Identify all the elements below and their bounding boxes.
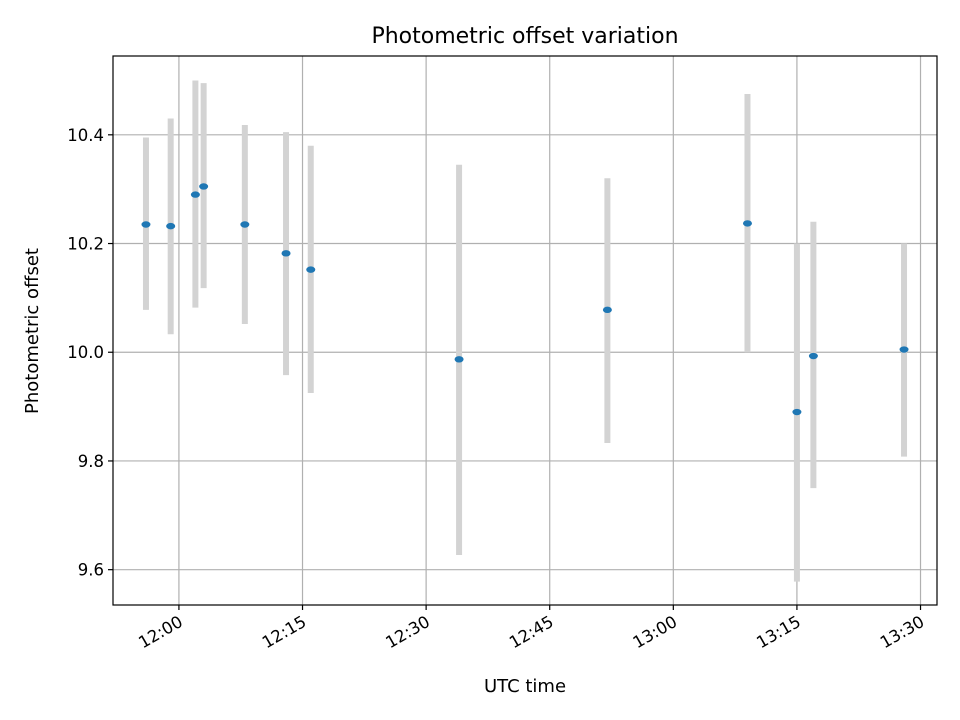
data-point [281,250,291,257]
y-axis-label: Photometric offset [22,248,43,414]
data-point [454,356,464,363]
data-point [190,191,200,198]
data-point [199,183,209,190]
x-axis-label: UTC time [484,676,566,697]
data-points [141,183,909,416]
data-point [742,220,752,227]
data-point [306,266,316,273]
data-point [141,221,151,228]
y-tick-label: 10.0 [67,343,104,362]
y-tick-label: 10.2 [67,235,104,254]
data-point [899,346,909,353]
plot-frame [112,55,938,606]
data-point [166,222,176,230]
y-axis-ticks: 9.6 9.8 10.0 10.2 10.4 [67,126,113,580]
data-point [240,221,250,228]
data-point [792,408,802,416]
y-tick-label: 9.8 [78,452,104,471]
data-point [602,306,612,314]
y-tick-label: 10.4 [67,126,104,145]
chart-title: Photometric offset variation [371,24,678,49]
y-tick-label: 9.6 [78,561,104,580]
data-point [808,352,818,360]
